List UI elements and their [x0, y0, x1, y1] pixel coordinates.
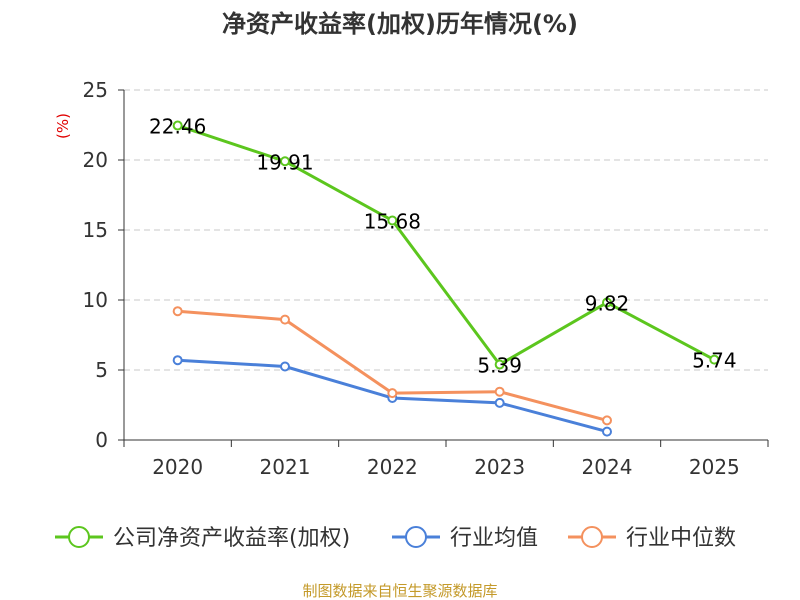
data-label: 5.39 — [477, 354, 522, 378]
legend-label: 行业均值 — [450, 526, 538, 551]
legend-marker — [68, 526, 90, 548]
data-point — [280, 314, 290, 325]
data-point — [387, 388, 398, 399]
data-point — [602, 297, 612, 308]
data-point — [709, 354, 720, 365]
data-labels: 22.46 19.91 15.68 5.39 9.82 5.74 — [149, 115, 737, 378]
data-point — [387, 215, 398, 226]
y-tick-label: 0 — [95, 428, 108, 452]
legend-label: 公司净资产收益率(加权) — [113, 526, 350, 551]
series-line — [177, 309, 608, 422]
x-tick-label: 2021 — [260, 455, 311, 479]
y-tick-label: 20 — [83, 148, 108, 172]
chart-title: 净资产收益率(加权)历年情况(%) — [222, 10, 578, 38]
data-label: 5.74 — [692, 349, 737, 373]
data-point — [602, 415, 612, 426]
x-tick-label: 2023 — [474, 455, 525, 479]
legend: 公司净资产收益率(加权) 行业均值 行业中位数 — [55, 526, 736, 551]
legend-marker — [405, 526, 427, 548]
source-note: 制图数据来自恒生聚源数据库 — [302, 582, 497, 600]
data-point — [172, 306, 183, 317]
data-point — [602, 426, 612, 437]
y-tick-label: 15 — [83, 218, 108, 242]
x-tick-label: 2020 — [152, 455, 203, 479]
y-axis-label: (%) — [54, 113, 72, 139]
data-label: 22.46 — [149, 115, 206, 139]
series-line — [177, 124, 716, 367]
x-tick-label: 2022 — [367, 455, 418, 479]
data-point — [280, 361, 290, 372]
data-point — [494, 386, 505, 397]
data-point — [172, 355, 183, 366]
y-tick-label: 25 — [83, 78, 108, 102]
data-point — [172, 120, 183, 131]
data-label: 19.91 — [256, 150, 313, 174]
y-tick-label: 10 — [83, 288, 108, 312]
data-label: 9.82 — [585, 292, 630, 316]
series-lines — [172, 120, 720, 437]
data-label: 15.68 — [364, 209, 421, 233]
data-point — [494, 397, 505, 408]
data-point — [280, 156, 290, 167]
data-point — [494, 359, 505, 370]
legend-label: 行业中位数 — [626, 526, 736, 551]
x-tick-label: 2025 — [689, 455, 740, 479]
y-tick-label: 5 — [95, 358, 108, 382]
grid-lines — [124, 89, 768, 371]
x-tick-label: 2024 — [582, 455, 633, 479]
legend-marker — [581, 526, 603, 548]
